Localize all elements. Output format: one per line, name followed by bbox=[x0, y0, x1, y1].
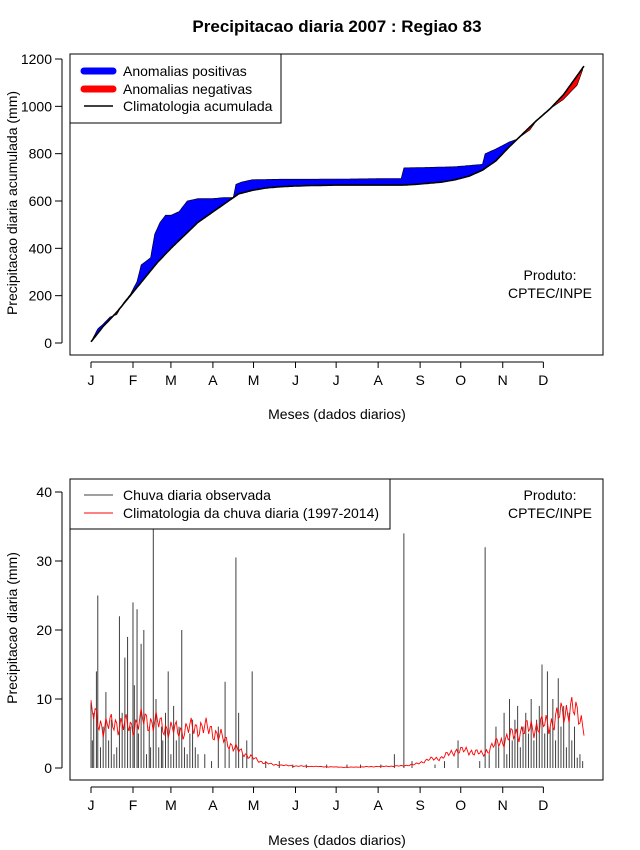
x-tick-label: M bbox=[165, 372, 177, 388]
x-tick-label: S bbox=[415, 372, 424, 388]
y-tick-label: 1000 bbox=[21, 98, 52, 114]
y-tick-label: 1200 bbox=[21, 51, 52, 67]
legend-label-positive: Anomalias positivas bbox=[123, 63, 247, 79]
x-tick-label: A bbox=[208, 372, 218, 388]
climatology-cumulative-line bbox=[90, 65, 585, 343]
x-tick-label: F bbox=[129, 372, 138, 388]
x-tick-label: M bbox=[248, 372, 260, 388]
y-tick-label: 20 bbox=[36, 622, 52, 638]
x-tick-label: A bbox=[373, 372, 383, 388]
top-plot-area bbox=[90, 65, 585, 343]
y-tick-label: 800 bbox=[29, 146, 53, 162]
top-plot-frame bbox=[69, 53, 604, 356]
x-tick-label: J bbox=[333, 372, 340, 388]
chart-title: Precipitacao diaria 2007 : Regiao 83 bbox=[192, 17, 481, 36]
x-tick-label: D bbox=[538, 372, 548, 388]
x-tick-label: M bbox=[248, 797, 260, 813]
x-tick-label: F bbox=[129, 797, 138, 813]
daily-climatology-line bbox=[90, 697, 585, 768]
top-x-axis-label: Meses (dados diarios) bbox=[268, 406, 406, 422]
legend-label-climatology: Climatologia acumulada bbox=[123, 98, 273, 114]
bottom-y-axis: 0 10 20 30 40 bbox=[36, 484, 63, 776]
y-tick-label: 600 bbox=[29, 193, 53, 209]
legend-label-negative: Anomalias negativas bbox=[123, 81, 252, 97]
x-tick-label: N bbox=[498, 797, 508, 813]
x-tick-label: J bbox=[292, 797, 299, 813]
x-tick-label: O bbox=[455, 372, 466, 388]
legend-label-daily-climatology: Climatologia da chuva diaria (1997-2014) bbox=[123, 505, 379, 521]
bottom-y-axis-label: Precipitacao diaria (mm) bbox=[4, 552, 20, 704]
bottom-plot-area bbox=[90, 526, 585, 768]
top-panel: 0 200 400 600 800 1000 1200 J F M A M J J A S O N D Meses… bbox=[4, 51, 604, 422]
bottom-legend-box bbox=[69, 478, 391, 530]
x-tick-label: O bbox=[455, 797, 466, 813]
x-tick-label: J bbox=[88, 797, 95, 813]
x-tick-label: J bbox=[333, 797, 340, 813]
y-tick-label: 400 bbox=[29, 240, 53, 256]
bottom-legend: Chuva diaria observada Climatologia da c… bbox=[69, 478, 391, 530]
x-tick-label: M bbox=[165, 797, 177, 813]
top-legend: Anomalias positivas Anomalias negativas … bbox=[69, 53, 282, 124]
x-tick-label: D bbox=[538, 797, 548, 813]
x-tick-label: J bbox=[292, 372, 299, 388]
y-tick-label: 0 bbox=[44, 760, 52, 776]
bottom-panel: 0 10 20 30 40 J F M A M J J A S O N D Meses (dados diar… bbox=[4, 478, 604, 848]
positive-anomaly-area bbox=[120, 137, 518, 309]
y-tick-label: 200 bbox=[29, 288, 53, 304]
y-tick-label: 40 bbox=[36, 484, 52, 500]
x-tick-label: S bbox=[415, 797, 424, 813]
bottom-annotation-produto: Produto: bbox=[524, 487, 577, 503]
y-tick-label: 30 bbox=[36, 553, 52, 569]
bottom-x-axis-label: Meses (dados diarios) bbox=[268, 832, 406, 848]
x-tick-label: J bbox=[88, 372, 95, 388]
y-tick-label: 10 bbox=[36, 691, 52, 707]
x-tick-label: N bbox=[498, 372, 508, 388]
legend-label-observed: Chuva diaria observada bbox=[123, 487, 271, 503]
y-tick-label: 0 bbox=[44, 335, 52, 351]
bottom-annotation-source: CPTEC/INPE bbox=[508, 505, 592, 521]
x-tick-label: A bbox=[208, 797, 218, 813]
top-y-axis-label: Precipitacao diaria acumulada (mm) bbox=[4, 91, 20, 315]
top-y-axis: 0 200 400 600 800 1000 1200 bbox=[21, 51, 63, 351]
top-annotation-source: CPTEC/INPE bbox=[508, 285, 592, 301]
x-tick-label: A bbox=[373, 797, 383, 813]
top-annotation-produto: Produto: bbox=[524, 267, 577, 283]
